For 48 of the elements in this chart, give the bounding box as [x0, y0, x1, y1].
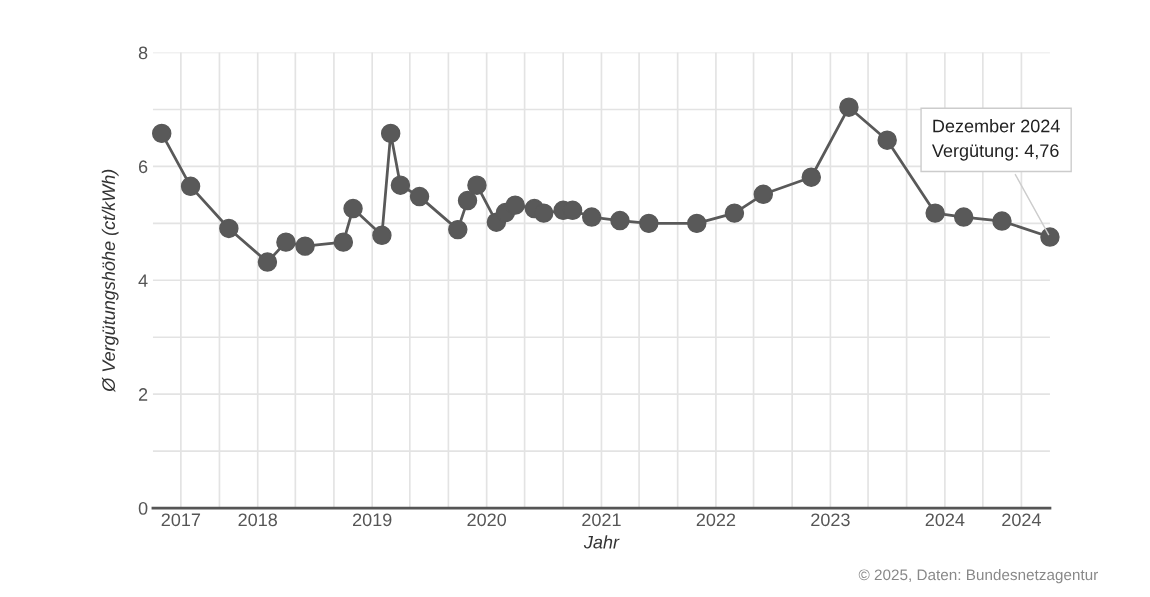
point [639, 213, 659, 234]
point [409, 186, 430, 207]
point [582, 207, 602, 227]
text: © 2025, Daten: Bundesnetzagentur [858, 568, 1099, 584]
point [953, 207, 974, 227]
point [180, 176, 201, 197]
x-tick-label: 2019 [353, 513, 392, 527]
point [257, 252, 278, 272]
point [839, 97, 859, 117]
x-tick-label: 2021 [582, 513, 621, 527]
y-tick-label: 8 [138, 46, 148, 60]
point [390, 175, 411, 195]
point [219, 218, 239, 239]
point [372, 225, 392, 246]
point [877, 130, 897, 150]
point [457, 190, 478, 211]
x-tick-label: 2024 [1002, 513, 1041, 527]
x-tick-label: 2018 [238, 513, 277, 527]
x-axis-title: Jahr [583, 535, 620, 549]
point [467, 175, 487, 195]
y-tick-label: 0 [138, 501, 148, 515]
point [276, 232, 296, 252]
x-tick-label: 2024 [925, 513, 965, 527]
point [992, 211, 1012, 231]
point [801, 167, 821, 187]
point [1040, 227, 1060, 247]
point [610, 210, 630, 231]
annotation: Dezember 2024 Vergütung: 4,76 [931, 119, 1060, 161]
y-axis-title: Ø Vergütungshöhe (ct/kWh) [101, 169, 119, 393]
point [925, 203, 945, 223]
point [380, 123, 401, 144]
x-tick-label: 2017 [161, 513, 201, 527]
x-tick-label: 2020 [467, 513, 507, 527]
point [724, 203, 745, 223]
y-tick-label: 4 [138, 274, 148, 287]
point [753, 184, 774, 205]
point [448, 219, 468, 240]
y-tick-label: 2 [138, 388, 148, 401]
point [534, 203, 554, 223]
point [343, 198, 363, 219]
point [687, 213, 707, 234]
x-tick-label: 2022 [696, 513, 736, 527]
point [333, 232, 354, 252]
point [505, 195, 525, 215]
y-tick-label: 6 [138, 160, 148, 174]
point [152, 123, 172, 144]
point [295, 236, 315, 256]
x-tick-label: 2023 [811, 513, 850, 527]
